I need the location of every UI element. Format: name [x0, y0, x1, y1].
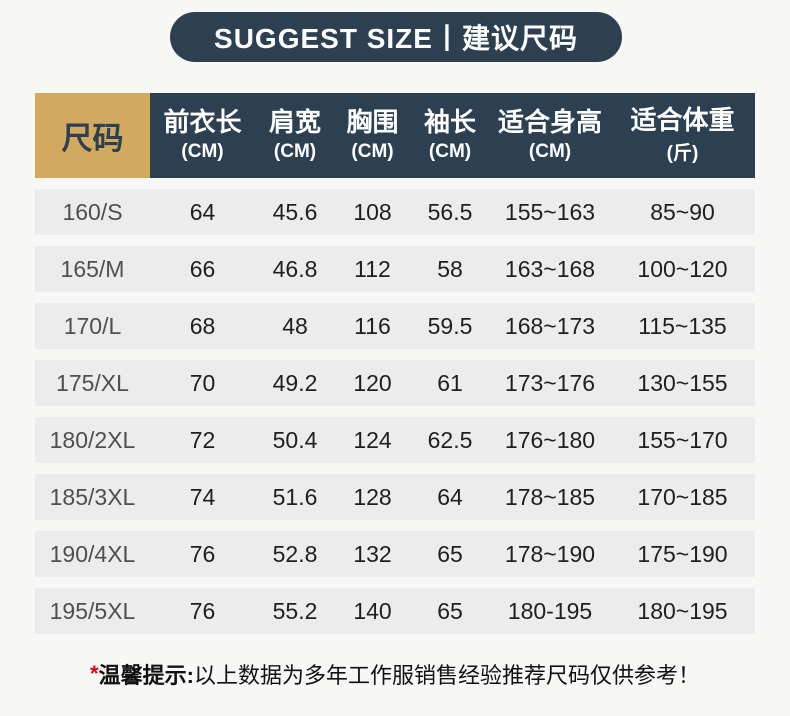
table-cell: 128: [353, 483, 392, 510]
table-cell: 178~190: [504, 540, 596, 567]
table-cell: 46.8: [272, 255, 318, 282]
table-row: 195/5XL 76 55.2 140 65 180-195 180~195: [35, 588, 755, 634]
cell-size: 185/3XL: [49, 483, 136, 510]
table-cell: 59.5: [427, 312, 473, 339]
header-unit: (斤): [666, 143, 699, 165]
cell-size: 180/2XL: [49, 426, 136, 453]
table-cell: 175~190: [637, 540, 728, 567]
header-label: 适合体重: [630, 104, 735, 135]
table-cell: 116: [354, 312, 391, 339]
table-cell: 112: [354, 255, 391, 282]
asterisk: *: [90, 661, 99, 686]
table-cell: 132: [353, 540, 392, 567]
header-cell-size: 尺码: [35, 93, 150, 178]
table-cell: 70: [189, 369, 216, 396]
table-row: 165/M 66 46.8 112 58 163~168 100~120: [35, 246, 755, 292]
table-cell: 65: [437, 540, 463, 567]
table-cell: 100~120: [637, 255, 728, 282]
table-cell: 76: [189, 597, 216, 624]
table-cell: 50.4: [272, 426, 318, 453]
table-cell: 124: [353, 426, 392, 453]
table-cell: 168~173: [504, 312, 596, 339]
header-unit: (CM): [181, 140, 224, 162]
cell-size: 160/S: [62, 198, 123, 225]
banner-title: SUGGEST SIZE丨建议尺码: [214, 23, 578, 54]
table-row: 180/2XL 72 50.4 124 62.5 176~180 155~170: [35, 417, 755, 463]
table-cell: 170~185: [637, 483, 728, 510]
table-cell: 68: [189, 312, 216, 339]
header-unit: (CM): [528, 140, 572, 162]
footer-label: 温馨提示:: [98, 663, 194, 688]
table-cell: 56.5: [427, 198, 473, 225]
table-cell: 51.6: [272, 483, 318, 510]
table-cell: 72: [189, 426, 216, 453]
footer-text: 以上数据为多年工作服销售经验推荐尺码仅供参考！: [193, 663, 700, 688]
table-body: 160/S 64 45.6 108 56.5 155~163 85~90 165/M 66 46.…: [35, 189, 755, 634]
table-cell: 64: [437, 483, 463, 510]
cell-size: 170/L: [63, 312, 122, 339]
table-cell: 45.6: [272, 198, 318, 225]
header-unit: (CM): [428, 140, 472, 162]
header-label: 袖长: [423, 107, 476, 138]
table-cell: 66: [189, 255, 216, 282]
table-cell: 52.8: [272, 540, 318, 567]
header-label: 适合身高: [497, 107, 602, 138]
header-label: 胸围: [346, 107, 399, 138]
table-cell: 61: [437, 369, 463, 396]
header-cell: 肩宽 (CM): [255, 93, 335, 178]
table-cell: 140: [353, 597, 392, 624]
table-cell: 155~163: [504, 198, 596, 225]
header-cell: 前衣长 (CM): [150, 93, 255, 178]
table-row: 175/XL 70 49.2 120 61 173~176 130~155: [35, 360, 755, 406]
size-table: 尺码 前衣长 (CM) 肩宽 (CM) 胸围 (CM) 袖长 (CM) 适合身高 (CM) 适合体重(…: [35, 93, 755, 634]
table-cell: 58: [437, 255, 463, 282]
table-row: 170/L 68 48 116 59.5 168~173 115~135: [35, 303, 755, 349]
table-cell: 130~155: [637, 369, 728, 396]
table-row: 190/4XL 76 52.8 132 65 178~190 175~190: [35, 531, 755, 577]
table-cell: 120: [353, 369, 392, 396]
table-cell: 180-195: [507, 597, 593, 624]
cell-size: 175/XL: [56, 369, 129, 396]
header-unit: (CM): [273, 140, 317, 162]
table-cell: 115~135: [638, 312, 727, 339]
table-cell: 64: [189, 198, 216, 225]
table-cell: 65: [437, 597, 463, 624]
table-cell: 155~170: [637, 426, 728, 453]
table-cell: 176~180: [504, 426, 596, 453]
table-row: 160/S 64 45.6 108 56.5 155~163 85~90: [35, 189, 755, 235]
table-cell: 108: [353, 198, 392, 225]
table-cell: 55.2: [272, 597, 318, 624]
table-cell: 173~176: [504, 369, 596, 396]
cell-size: 165/M: [60, 255, 125, 282]
table-cell: 178~185: [504, 483, 596, 510]
header-label: 肩宽: [268, 107, 321, 138]
table-cell: 76: [189, 540, 216, 567]
suggest-size-banner: SUGGEST SIZE丨建议尺码: [170, 12, 622, 62]
table-cell: 49.2: [272, 369, 318, 396]
table-cell: 74: [189, 483, 216, 510]
table-header-row: 尺码 前衣长 (CM) 肩宽 (CM) 胸围 (CM) 袖长 (CM) 适合身高 (CM) 适合体重(…: [35, 93, 755, 178]
table-cell: 62.5: [427, 426, 473, 453]
header-cell: 袖长 (CM): [410, 93, 490, 178]
table-cell: 85~90: [650, 198, 715, 225]
cell-size: 190/4XL: [49, 540, 136, 567]
table-row: 185/3XL 74 51.6 128 64 178~185 170~185: [35, 474, 755, 520]
table-cell: 48: [282, 312, 308, 339]
table-cell: 180~195: [637, 597, 728, 624]
header-cell: 适合体重 (斤): [610, 93, 755, 178]
cell-size: 195/5XL: [49, 597, 136, 624]
header-unit: (CM): [351, 140, 394, 162]
table-cell: 163~168: [504, 255, 596, 282]
header-label: 前衣长: [163, 107, 242, 138]
header-cell: 适合身高 (CM): [490, 93, 610, 178]
footer-note: *温馨提示:以上数据为多年工作服销售经验推荐尺码仅供参考！: [0, 657, 790, 693]
header-cell: 胸围 (CM): [335, 93, 410, 178]
